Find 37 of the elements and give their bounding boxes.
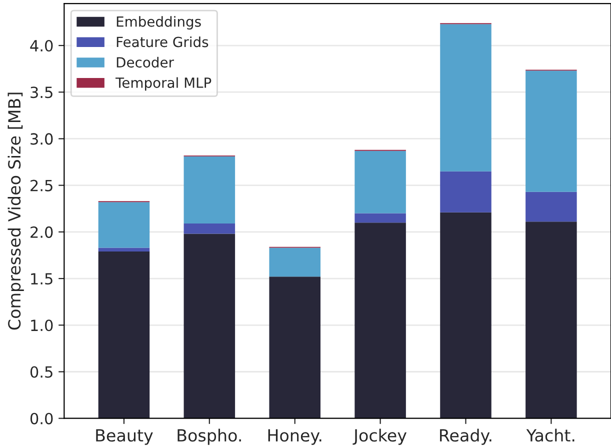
bar <box>184 224 236 234</box>
bar <box>354 150 406 214</box>
bar <box>98 248 150 252</box>
bar <box>98 202 150 248</box>
legend-label: Decoder <box>116 56 174 68</box>
bar <box>269 248 320 277</box>
bar <box>440 171 492 212</box>
bar <box>526 222 577 418</box>
y-tick-label: 2.0 <box>30 226 53 238</box>
legend-label: Temporal MLP <box>116 77 212 91</box>
bar <box>440 212 492 418</box>
y-axis-title: Compressed Video Size [MB] <box>8 92 24 330</box>
bar <box>354 222 406 418</box>
legend-label: Feature Grids <box>116 36 208 48</box>
x-tick-label: Honey. <box>268 429 322 445</box>
x-tick-label: Bospho. <box>178 428 241 445</box>
y-tick-label: 1.5 <box>31 273 52 285</box>
bar <box>526 70 577 192</box>
y-tick-label: 0.0 <box>30 412 53 424</box>
bar <box>440 24 492 172</box>
y-tick-label: 4.0 <box>30 40 53 52</box>
bar <box>98 252 150 418</box>
y-tick-label: 0.5 <box>30 366 52 378</box>
x-tick-label: Ready. <box>440 428 492 445</box>
y-tick-label: 1.0 <box>31 320 53 332</box>
bar <box>354 213 406 223</box>
bar <box>184 156 236 224</box>
y-tick-label: 3.5 <box>30 86 52 98</box>
legend-label: Embeddings <box>116 16 201 30</box>
bar <box>184 234 236 418</box>
x-tick-label: Beauty <box>96 429 153 445</box>
bar <box>269 276 320 418</box>
x-tick-label: Jockey <box>352 428 407 445</box>
y-tick-label: 3.0 <box>30 133 53 145</box>
y-tick-label: 2.5 <box>30 180 52 192</box>
x-tick-label: Yacht. <box>526 428 574 442</box>
bar <box>526 192 577 222</box>
